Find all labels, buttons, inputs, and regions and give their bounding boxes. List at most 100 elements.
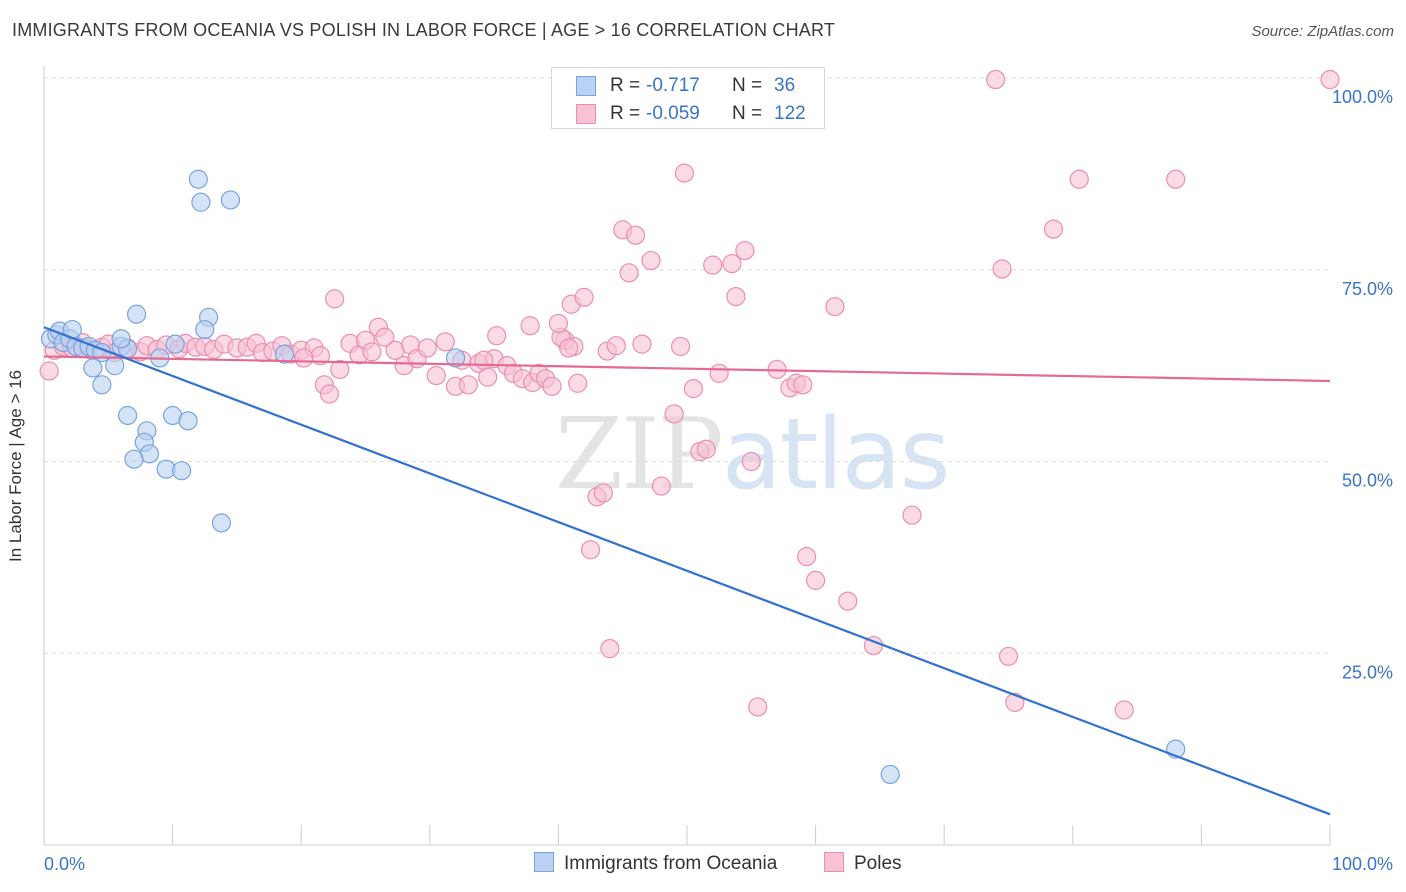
- point-poles: [696, 439, 716, 459]
- n-value: 36: [774, 75, 796, 96]
- point-poles: [606, 336, 626, 356]
- point-poles: [330, 359, 350, 380]
- trendline-poles: [43, 355, 1331, 383]
- x-tick-label: 100.0%: [1332, 854, 1393, 874]
- trendline-oceania: [43, 326, 1331, 816]
- point-poles: [478, 367, 498, 387]
- r-label: R =: [610, 75, 641, 96]
- r-value: -0.717: [646, 75, 700, 96]
- point-poles: [735, 240, 755, 261]
- point-poles: [574, 287, 594, 307]
- point-poles: [722, 254, 742, 274]
- point-oceania: [188, 169, 208, 189]
- point-oceania: [117, 405, 138, 426]
- point-poles: [39, 361, 59, 381]
- point-poles: [748, 697, 768, 717]
- point-oceania: [126, 304, 147, 324]
- point-poles: [664, 404, 684, 424]
- point-poles: [600, 639, 620, 659]
- point-poles: [709, 363, 729, 383]
- watermark: ZIPatlas: [555, 398, 951, 512]
- r-value: -0.059: [646, 103, 700, 124]
- point-poles: [520, 316, 540, 336]
- point-oceania: [124, 449, 144, 469]
- point-oceania: [165, 334, 185, 354]
- point-poles: [474, 350, 494, 370]
- x-tick-label: 0.0%: [44, 854, 85, 874]
- point-poles: [458, 375, 478, 395]
- n-label: N =: [732, 103, 763, 124]
- point-poles: [1166, 169, 1186, 189]
- point-poles: [632, 334, 652, 354]
- point-oceania: [880, 764, 900, 785]
- point-poles: [487, 326, 507, 346]
- point-oceania: [92, 375, 112, 395]
- legend-label-oceania: Immigrants from Oceania: [564, 853, 778, 874]
- pink-swatch: [576, 104, 596, 124]
- watermark-atlas: atlas: [721, 398, 951, 512]
- point-poles: [998, 646, 1019, 666]
- blue-swatch: [576, 76, 596, 96]
- legend-item-oceania[interactable]: Immigrants from Oceania: [534, 852, 777, 876]
- point-poles: [435, 332, 455, 352]
- n-value: 122: [774, 103, 806, 124]
- point-poles: [674, 163, 695, 183]
- point-poles: [1320, 69, 1340, 90]
- point-poles: [325, 289, 345, 309]
- point-poles: [1043, 219, 1064, 239]
- point-poles: [593, 483, 614, 503]
- point-poles: [902, 505, 922, 525]
- stats-box: R = -0.717 N = 36 R = -0.059 N = 122: [551, 67, 825, 129]
- point-poles: [548, 313, 569, 334]
- point-poles: [741, 451, 761, 472]
- point-poles: [1114, 700, 1134, 720]
- y-tick-label: 100.0%: [1332, 87, 1393, 107]
- point-poles: [726, 286, 746, 307]
- legend-item-poles[interactable]: Poles: [824, 852, 902, 876]
- legend-swatch-pink: [824, 852, 844, 872]
- source-label: Source: ZipAtlas.com: [1251, 23, 1394, 40]
- stats-row-blue: R = -0.717 N = 36: [552, 73, 824, 101]
- point-oceania: [178, 411, 198, 431]
- point-poles: [619, 263, 639, 283]
- point-poles: [294, 348, 314, 368]
- point-poles: [651, 476, 671, 496]
- point-poles: [992, 259, 1012, 279]
- point-oceania: [191, 192, 211, 212]
- point-poles: [825, 296, 845, 317]
- point-oceania: [172, 461, 192, 481]
- point-oceania: [445, 348, 466, 368]
- point-poles: [703, 255, 723, 275]
- point-poles: [319, 384, 340, 404]
- point-poles: [641, 250, 661, 271]
- point-poles: [580, 540, 601, 560]
- r-label: R =: [610, 103, 641, 124]
- point-poles: [375, 327, 395, 347]
- point-poles: [426, 365, 446, 386]
- point-poles: [838, 591, 858, 611]
- legend-swatch-blue: [534, 852, 554, 872]
- y-tick-label: 25.0%: [1342, 662, 1393, 682]
- point-oceania: [274, 344, 295, 364]
- point-poles: [625, 225, 646, 245]
- point-poles: [417, 338, 437, 358]
- point-poles: [542, 376, 562, 396]
- point-oceania: [105, 356, 125, 376]
- point-poles: [796, 547, 817, 567]
- point-poles: [986, 69, 1006, 90]
- point-poles: [793, 375, 813, 395]
- point-oceania: [83, 358, 103, 378]
- point-poles: [1069, 169, 1089, 189]
- point-oceania: [211, 513, 232, 533]
- point-poles: [559, 338, 579, 358]
- stats-row-pink: R = -0.059 N = 122: [552, 101, 824, 129]
- chart-title: IMMIGRANTS FROM OCEANIA VS POLISH IN LAB…: [12, 20, 836, 40]
- y-tick-label: 50.0%: [1342, 471, 1393, 491]
- y-tick-label: 75.0%: [1342, 279, 1393, 299]
- point-oceania: [220, 190, 241, 210]
- point-poles: [362, 342, 382, 362]
- point-poles: [568, 373, 588, 393]
- point-poles: [683, 379, 704, 399]
- point-oceania: [195, 319, 215, 340]
